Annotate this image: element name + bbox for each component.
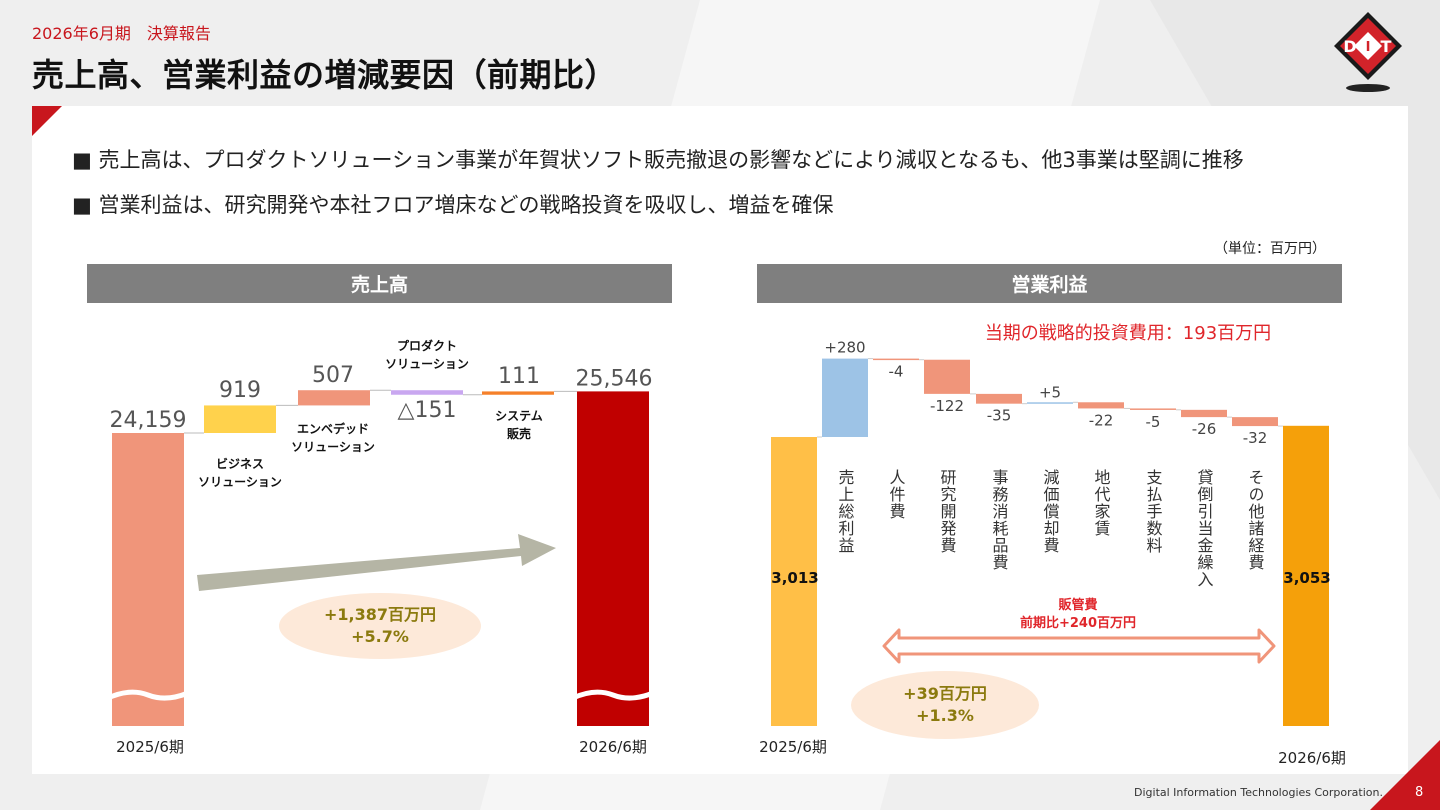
- op-step-value: -22: [1089, 411, 1114, 429]
- op-step-value: -122: [930, 397, 964, 415]
- summary-bullets: ■ 売上高は、プロダクトソリューション事業が年賀状ソフト販売撤退の影響などにより…: [72, 144, 1244, 234]
- sales-step-value: △151: [398, 398, 457, 423]
- op-sga-note-title: 販管費: [1058, 597, 1097, 613]
- sales-step-bar: [391, 390, 463, 395]
- logo-letter-d: D: [1343, 37, 1356, 56]
- sales-start-bar: [112, 433, 184, 726]
- op-step-bar: [1181, 409, 1227, 418]
- op-step-name: 売上総利益: [836, 469, 855, 554]
- sales-step-name: システム販売: [495, 409, 543, 441]
- sales-axis-break: [571, 689, 654, 701]
- section-header-operating-income: 営業利益: [757, 264, 1342, 303]
- sales-step-bar: [298, 390, 370, 406]
- op-step-bar: [1027, 402, 1073, 404]
- op-step-value: +5: [1039, 383, 1061, 401]
- sales-annotation-amount: +1,387百万円: [324, 605, 436, 624]
- op-step-value: -35: [987, 407, 1012, 425]
- op-start-value: 3,013: [771, 569, 818, 587]
- op-step-name: その他諸経費: [1246, 469, 1265, 571]
- bullet-sales: ■ 売上高は、プロダクトソリューション事業が年賀状ソフト販売撤退の影響などにより…: [72, 148, 1244, 172]
- op-step-bar: [924, 359, 970, 394]
- op-sga-double-arrow: [882, 628, 1276, 664]
- sales-step-name: プロダクトソリューション: [385, 338, 469, 371]
- sales-growth-arrow: [197, 534, 556, 591]
- op-step-name: 研究開発費: [938, 469, 957, 554]
- section-header-sales: 売上高: [87, 264, 672, 303]
- logo-letter-t: T: [1381, 37, 1392, 56]
- op-step-name: 減価償却費: [1041, 469, 1060, 554]
- sales-step-bar: [482, 391, 554, 395]
- company-logo: D I T: [1334, 12, 1402, 92]
- footer-company: Digital Information Technologies Corpora…: [1134, 786, 1383, 799]
- sales-step-bar: [204, 405, 276, 433]
- op-strategic-note: 当期の戦略的投資費用：193百万円: [985, 323, 1271, 344]
- page-title: 売上高、営業利益の増減要因（前期比）: [32, 56, 618, 94]
- op-step-bar: [873, 358, 919, 361]
- sales-start-label: 2025/6期: [116, 738, 184, 756]
- op-step-name: 地代家賃: [1092, 469, 1111, 537]
- sales-start-value: 24,159: [110, 408, 187, 433]
- sales-step-value: 111: [498, 364, 540, 389]
- op-annotation-amount: +39百万円: [903, 684, 987, 703]
- corner-accent-right: [1370, 740, 1440, 810]
- sales-axis-break: [106, 689, 189, 701]
- op-step-name: 支払手数料: [1144, 469, 1163, 554]
- corner-accent-left: [32, 106, 62, 136]
- op-annotation-bg: [851, 671, 1039, 739]
- sales-end-label: 2026/6期: [579, 738, 647, 756]
- sales-step-name: エンベデッドソリューション: [291, 421, 375, 454]
- content-panel: [32, 106, 1408, 774]
- op-start-bar: [771, 437, 817, 726]
- op-step-bar: [822, 358, 868, 437]
- unit-label: （単位：百万円）: [1214, 241, 1326, 257]
- report-period: 2026年6月期 決算報告: [32, 24, 211, 43]
- op-start-label: 2025/6期: [759, 738, 827, 756]
- op-step-value: -32: [1243, 429, 1268, 447]
- op-step-bar: [1078, 402, 1124, 409]
- sales-end-bar: [577, 391, 649, 726]
- op-annotation-rate: +1.3%: [916, 706, 974, 725]
- sales-step-value: 919: [219, 378, 261, 403]
- op-step-bar: [1232, 417, 1278, 427]
- op-sga-note-amount: 前期比+240百万円: [1020, 615, 1136, 631]
- bullet-operating-income: ■ 営業利益は、研究開発や本社フロア増床などの戦略投資を吸収し、増益を確保: [72, 193, 834, 217]
- sales-end-value: 25,546: [576, 366, 653, 391]
- op-step-name: 事務消耗品費: [990, 469, 1009, 571]
- sales-annotation-bg: [279, 593, 481, 659]
- op-step-value: +280: [824, 339, 865, 357]
- logo-letter-i: I: [1366, 40, 1371, 55]
- sales-step-value: 507: [312, 363, 354, 388]
- op-end-bar: [1283, 425, 1329, 726]
- op-end-value: 3,053: [1283, 569, 1330, 587]
- sales-annotation-rate: +5.7%: [351, 627, 409, 646]
- op-step-value: -26: [1192, 420, 1217, 438]
- sales-step-name: ビジネスソリューション: [198, 456, 282, 489]
- op-step-name: 人件費: [887, 469, 906, 520]
- op-step-bar: [976, 393, 1022, 404]
- op-step-name: 貸倒引当金繰入: [1195, 469, 1214, 588]
- page-number: 8: [1415, 785, 1424, 800]
- op-end-label: 2026/6期: [1278, 749, 1346, 767]
- op-step-bar: [1130, 408, 1176, 410]
- op-step-value: -4: [889, 363, 904, 381]
- op-step-value: -5: [1146, 413, 1161, 431]
